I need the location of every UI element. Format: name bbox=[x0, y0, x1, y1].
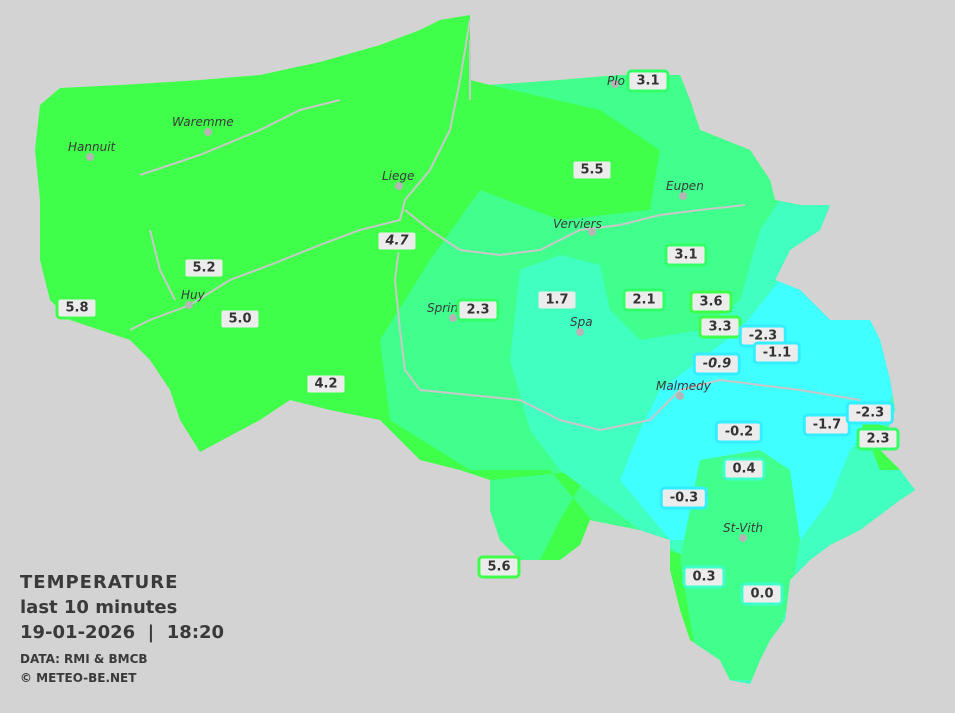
city-label: Malmedy bbox=[656, 379, 711, 393]
city-marker bbox=[676, 392, 684, 400]
temperature-label: -0.3 bbox=[659, 486, 709, 510]
city-marker bbox=[185, 301, 193, 309]
zone-cold bbox=[620, 280, 900, 540]
temperature-label: -0.2 bbox=[714, 420, 764, 444]
zone-mild-east bbox=[680, 450, 800, 680]
temperature-label: 4.2 bbox=[304, 372, 348, 396]
temperature-label: -1.1 bbox=[752, 341, 802, 365]
temperature-label: 5.6 bbox=[477, 555, 521, 579]
temperature-label: 0.3 bbox=[682, 565, 726, 589]
city-label: Eupen bbox=[666, 179, 704, 193]
temperature-label: 5.5 bbox=[570, 158, 614, 182]
city-marker bbox=[204, 128, 212, 136]
map-title: TEMPERATURE bbox=[20, 572, 179, 593]
city-marker bbox=[611, 80, 619, 88]
temperature-label: 5.0 bbox=[218, 307, 262, 331]
city-label: Verviers bbox=[553, 217, 602, 231]
temperature-label: -2.3 bbox=[845, 401, 895, 425]
city-label: Hannuit bbox=[68, 140, 116, 154]
city-marker bbox=[588, 228, 596, 236]
temperature-label: 4.7 bbox=[375, 229, 419, 253]
city-marker bbox=[395, 182, 403, 190]
temperature-label: 3.6 bbox=[689, 290, 733, 314]
temperature-label: 2.3 bbox=[856, 427, 900, 451]
map-datetime: 19-01-2026 | 18:20 bbox=[20, 622, 225, 643]
temperature-label: -1.7 bbox=[802, 413, 852, 437]
city-label: Liege bbox=[382, 169, 415, 183]
city-label: St-Vith bbox=[723, 521, 764, 535]
copyright: © METEO-BE.NET bbox=[20, 671, 137, 685]
temperature-label: 5.8 bbox=[55, 296, 99, 320]
temperature-label: 2.1 bbox=[622, 288, 666, 312]
temperature-label: 3.1 bbox=[626, 69, 670, 93]
temperature-label: 3.3 bbox=[698, 315, 742, 339]
city-label: Huy bbox=[181, 288, 205, 302]
city-label: Plo bbox=[607, 74, 625, 88]
temperature-label: -0.9 bbox=[692, 352, 742, 376]
temperature-label: 5.2 bbox=[182, 256, 226, 280]
temperature-label: 0.0 bbox=[740, 582, 784, 606]
city-marker bbox=[739, 534, 747, 542]
temperature-label: 2.3 bbox=[456, 298, 500, 322]
temperature-label: 0.4 bbox=[722, 457, 766, 481]
map-period: last 10 minutes bbox=[20, 597, 178, 618]
city-marker bbox=[86, 153, 94, 161]
temperature-label: 1.7 bbox=[535, 288, 579, 312]
city-marker bbox=[449, 314, 457, 322]
city-marker bbox=[576, 328, 584, 336]
data-source: DATA: RMI & BMCB bbox=[20, 652, 148, 666]
temperature-label: 3.1 bbox=[664, 243, 708, 267]
city-label: Spa bbox=[570, 315, 593, 329]
city-label: Sprin bbox=[427, 301, 459, 315]
city-marker bbox=[679, 192, 687, 200]
city-label: Waremme bbox=[172, 115, 234, 129]
